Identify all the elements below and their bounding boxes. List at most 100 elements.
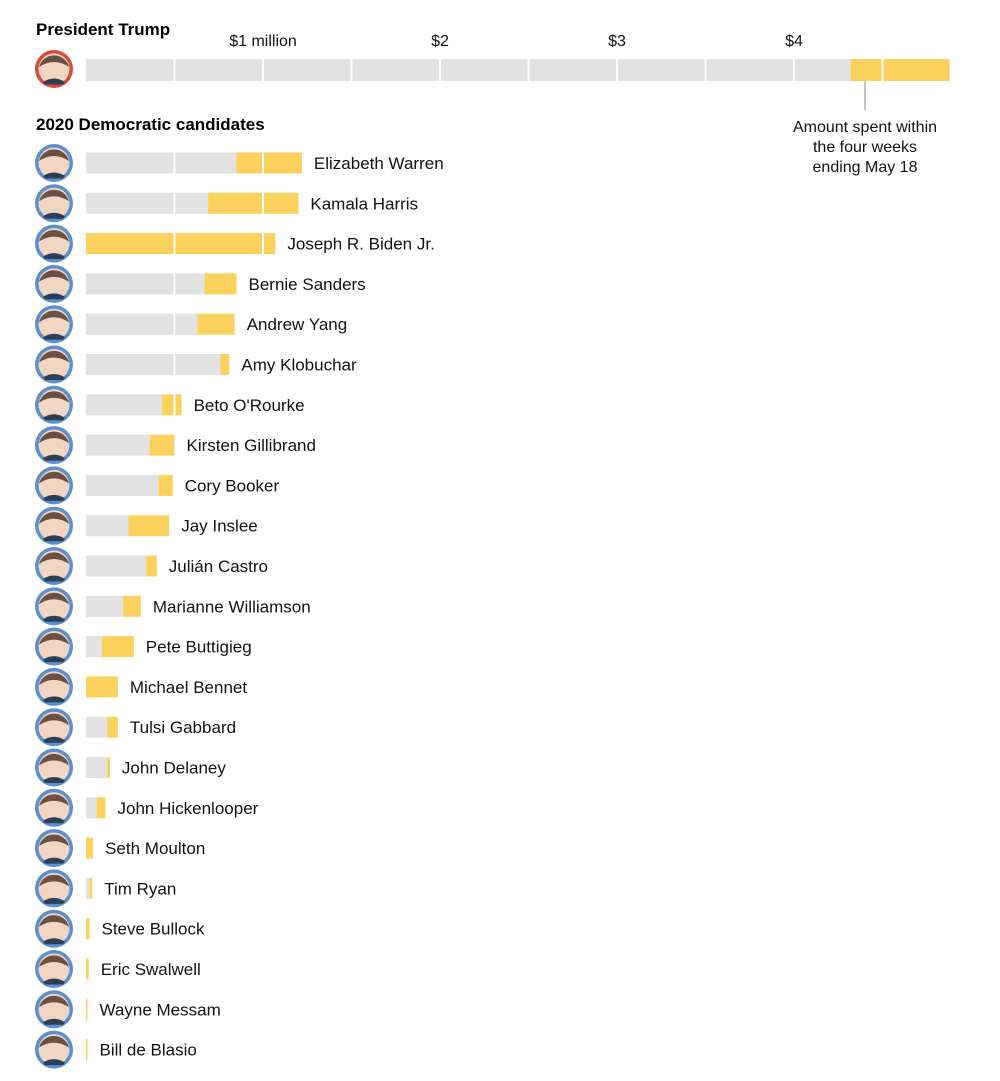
candidate-row: Julián Castro xyxy=(35,547,268,585)
bar-recent-andrew-yang xyxy=(197,313,235,335)
avatar-hair xyxy=(39,350,69,363)
bar-earlier-john-hickenlooper xyxy=(86,797,97,819)
bar-divider xyxy=(173,152,176,174)
bar-divider xyxy=(262,152,264,174)
avatar-hair xyxy=(39,189,69,202)
avatar-andrew-yang xyxy=(35,305,73,344)
bar-divider xyxy=(173,394,176,416)
bar-divider xyxy=(262,233,264,255)
bar-recent-tim-ryan xyxy=(89,877,93,899)
bar-divider xyxy=(173,233,176,255)
avatar-shoulders xyxy=(43,212,65,219)
candidate-row: Marianne Williamson xyxy=(35,587,311,626)
avatar-shoulders xyxy=(43,374,65,380)
x-tick-label: $4 xyxy=(785,33,803,50)
candidate-row: Bill de Blasio xyxy=(35,1030,197,1069)
avatar-shoulders xyxy=(43,172,65,179)
avatar-shoulders xyxy=(43,857,65,864)
candidate-name-label: Tulsi Gabbard xyxy=(130,718,236,737)
bar-earlier-tim-ryan xyxy=(86,877,90,899)
avatar-shoulders xyxy=(43,777,65,783)
candidate-name-label: Jay Inslee xyxy=(181,517,258,536)
trump-bar-divider xyxy=(704,59,707,81)
x-axis-ticks: $1 million $2 $3 $4 xyxy=(229,33,803,50)
candidate-name-label: Eric Swalwell xyxy=(101,960,201,979)
candidate-name-label: Kamala Harris xyxy=(310,194,418,213)
avatar-seth-moulton xyxy=(35,829,73,868)
avatar-hair xyxy=(39,270,69,282)
avatar-shoulders xyxy=(43,656,65,663)
bar-earlier-amy-klobuchar xyxy=(86,354,221,375)
avatar-president-trump xyxy=(35,50,73,88)
avatar-hair xyxy=(39,633,69,645)
bar-earlier-pete-buttigieg xyxy=(86,636,102,658)
avatar-kamala-harris xyxy=(35,184,73,223)
trump-bar-divider xyxy=(173,59,176,81)
trump-bar-divider xyxy=(350,59,353,81)
bar-earlier-john-delaney xyxy=(86,757,108,778)
avatar-hair xyxy=(39,995,69,1008)
candidate-name-label: Steve Bullock xyxy=(102,920,205,939)
candidate-name-label: Andrew Yang xyxy=(247,315,348,334)
candidate-row: Joseph R. Biden Jr. xyxy=(35,224,435,263)
bar-recent-amy-klobuchar xyxy=(220,354,230,375)
avatar-steve-bullock xyxy=(35,909,73,948)
candidate-name-label: Wayne Messam xyxy=(100,1000,221,1019)
avatar-hair xyxy=(39,1036,69,1048)
candidate-name-label: Joseph R. Biden Jr. xyxy=(287,235,434,254)
avatar-tim-ryan xyxy=(35,869,73,908)
candidate-name-label: Beto O'Rourke xyxy=(194,396,305,415)
bar-earlier-elizabeth-warren xyxy=(86,152,237,174)
candidate-row: Pete Buttigieg xyxy=(35,627,252,666)
candidate-row: Michael Bennet xyxy=(35,667,247,706)
avatar-hair xyxy=(39,955,69,967)
avatar-hair xyxy=(39,874,69,887)
candidate-row: Cory Booker xyxy=(35,466,280,505)
bar-earlier-marianne-williamson xyxy=(86,595,124,617)
trump-bar-earlier xyxy=(86,59,851,81)
avatar-shoulders xyxy=(43,1018,65,1025)
bar-earlier-tulsi-gabbard xyxy=(86,716,108,738)
avatar-shoulders xyxy=(43,736,65,743)
avatar-hair xyxy=(39,915,69,927)
avatar-john-hickenlooper xyxy=(35,788,73,827)
bar-divider xyxy=(173,192,176,214)
bar-earlier-cory-booker xyxy=(86,474,159,496)
avatar-shoulders xyxy=(43,333,65,340)
candidate-row: Jay Inslee xyxy=(35,506,258,545)
bar-recent-kamala-harris xyxy=(208,192,299,214)
bar-recent-bernie-sanders xyxy=(204,273,237,295)
trump-bar-divider xyxy=(616,59,618,81)
bar-earlier-kirsten-gillibrand xyxy=(86,434,150,456)
avatar-hair xyxy=(39,471,69,484)
candidate-name-label: Seth Moulton xyxy=(105,839,205,858)
trump-bar-recent xyxy=(850,59,950,81)
avatar-beto-o-rourke xyxy=(35,385,73,424)
bar-earlier-beto-o-rourke xyxy=(86,394,163,416)
trump-bar-divider xyxy=(439,59,441,81)
candidate-name-label: Amy Klobuchar xyxy=(241,356,357,375)
candidate-row: Wayne Messam xyxy=(35,990,221,1029)
bar-divider xyxy=(173,354,176,375)
avatar-shoulders xyxy=(43,978,65,985)
bar-recent-john-hickenlooper xyxy=(96,797,106,819)
candidate-rows: Elizabeth Warren Kamala Harris Joseph R. B… xyxy=(35,144,444,1069)
candidate-row: Eric Swalwell xyxy=(35,950,201,988)
avatar-tulsi-gabbard xyxy=(35,708,73,747)
trump-row xyxy=(35,50,950,88)
candidate-name-label: Tim Ryan xyxy=(104,879,176,898)
annotation-line-2: the four weeks xyxy=(813,139,917,156)
avatar-hair xyxy=(39,512,69,524)
avatar-shoulders xyxy=(43,535,65,542)
candidate-name-label: Elizabeth Warren xyxy=(314,154,444,173)
candidate-row: Tim Ryan xyxy=(35,869,176,908)
bar-recent-elizabeth-warren xyxy=(236,152,302,174)
bar-recent-jay-inslee xyxy=(128,515,170,537)
bar-recent-steve-bullock xyxy=(86,918,90,940)
avatar-shoulders xyxy=(43,938,65,945)
candidate-name-label: John Hickenlooper xyxy=(118,799,259,818)
avatar-bill-de-blasio xyxy=(35,1030,73,1069)
candidate-row: John Delaney xyxy=(35,748,226,787)
x-tick-label: $3 xyxy=(608,33,626,50)
candidate-name-label: Pete Buttigieg xyxy=(146,638,252,657)
